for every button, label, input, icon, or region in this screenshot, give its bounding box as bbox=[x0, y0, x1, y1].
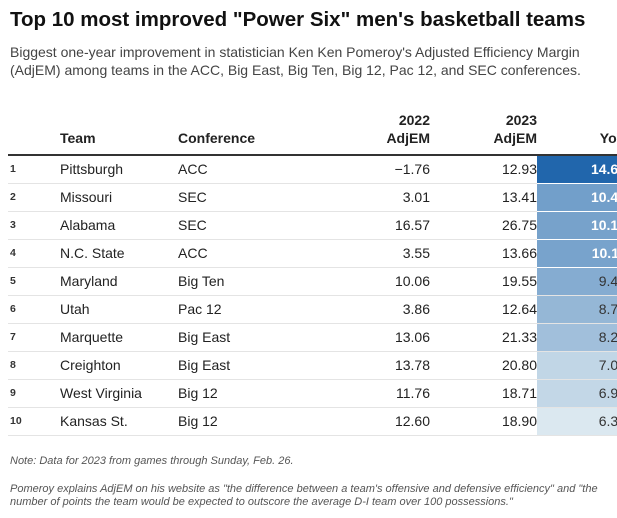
chart-title: Top 10 most improved "Power Six" men's b… bbox=[10, 8, 586, 31]
team-header[interactable]: Team bbox=[38, 104, 178, 156]
conference-cell: Big East bbox=[178, 323, 318, 352]
adjem-2023-header-metric: AdjEM bbox=[493, 130, 537, 146]
conference-header[interactable]: Conference bbox=[178, 104, 318, 156]
rank-cell: 2 bbox=[8, 183, 38, 212]
conference-cell: Big Ten bbox=[178, 267, 318, 296]
yoy-cell: 10.11 bbox=[537, 239, 617, 268]
yoy-header[interactable]: YoY bbox=[537, 104, 617, 156]
rank-header bbox=[8, 104, 38, 156]
conference-cell: ACC bbox=[178, 155, 318, 184]
improvement-table: Team Conference 2022 AdjEM 2023 AdjEM Yo… bbox=[8, 104, 617, 436]
methodology-note: Pomeroy explains AdjEM on his website as… bbox=[10, 483, 598, 508]
rank-cell: 4 bbox=[8, 239, 38, 268]
yoy-cell: 10.40 bbox=[537, 183, 617, 212]
yoy-cell: 9.49 bbox=[537, 267, 617, 296]
adjem-2022-header-metric: AdjEM bbox=[386, 130, 430, 146]
team-cell: Marquette bbox=[38, 323, 178, 352]
rank-cell: 10 bbox=[8, 407, 38, 436]
yoy-cell: 14.69 bbox=[537, 155, 617, 184]
adjem-2022-cell: 16.57 bbox=[318, 211, 430, 240]
team-cell: West Virginia bbox=[38, 379, 178, 408]
adjem-2023-cell: 12.64 bbox=[430, 295, 537, 324]
adjem-2022-cell: 3.55 bbox=[318, 239, 430, 268]
team-cell: Maryland bbox=[38, 267, 178, 296]
team-cell: Alabama bbox=[38, 211, 178, 240]
adjem-2023-cell: 13.41 bbox=[430, 183, 537, 212]
rank-cell: 6 bbox=[8, 295, 38, 324]
adjem-2023-cell: 21.33 bbox=[430, 323, 537, 352]
table-body: 1PittsburghACC−1.7612.9314.692MissouriSE… bbox=[8, 155, 617, 436]
team-cell: Utah bbox=[38, 295, 178, 324]
adjem-2023-cell: 12.93 bbox=[430, 155, 537, 184]
rank-cell: 5 bbox=[8, 267, 38, 296]
conference-cell: Big 12 bbox=[178, 407, 318, 436]
table-header-row: Team Conference 2022 AdjEM 2023 AdjEM Yo… bbox=[8, 104, 617, 156]
yoy-cell: 6.95 bbox=[537, 379, 617, 408]
adjem-2022-cell: 12.60 bbox=[318, 407, 430, 436]
conference-cell: SEC bbox=[178, 183, 318, 212]
rank-cell: 9 bbox=[8, 379, 38, 408]
footnote: Note: Data for 2023 from games through S… bbox=[10, 455, 294, 467]
team-cell: Pittsburgh bbox=[38, 155, 178, 184]
adjem-2023-cell: 26.75 bbox=[430, 211, 537, 240]
adjem-2023-header[interactable]: 2023 AdjEM bbox=[430, 104, 537, 156]
rank-cell: 3 bbox=[8, 211, 38, 240]
adjem-2023-header-year: 2023 bbox=[505, 112, 537, 128]
team-cell: Kansas St. bbox=[38, 407, 178, 436]
rank-cell: 1 bbox=[8, 155, 38, 184]
adjem-2023-cell: 13.66 bbox=[430, 239, 537, 268]
yoy-cell: 7.02 bbox=[537, 351, 617, 380]
adjem-2022-cell: 3.01 bbox=[318, 183, 430, 212]
team-cell: N.C. State bbox=[38, 239, 178, 268]
yoy-cell: 6.30 bbox=[537, 407, 617, 436]
adjem-2022-cell: −1.76 bbox=[318, 155, 430, 184]
rank-cell: 8 bbox=[8, 351, 38, 380]
adjem-2023-cell: 18.90 bbox=[430, 407, 537, 436]
adjem-2022-cell: 13.06 bbox=[318, 323, 430, 352]
adjem-2022-header-year: 2022 bbox=[398, 112, 430, 128]
conference-cell: ACC bbox=[178, 239, 318, 268]
chart-subtitle: Biggest one-year improvement in statisti… bbox=[10, 44, 581, 78]
adjem-2023-cell: 20.80 bbox=[430, 351, 537, 380]
adjem-2022-cell: 13.78 bbox=[318, 351, 430, 380]
conference-cell: Big East bbox=[178, 351, 318, 380]
adjem-2022-cell: 11.76 bbox=[318, 379, 430, 408]
rank-cell: 7 bbox=[8, 323, 38, 352]
yoy-cell: 8.27 bbox=[537, 323, 617, 352]
adjem-2022-header[interactable]: 2022 AdjEM bbox=[318, 104, 430, 156]
team-cell: Creighton bbox=[38, 351, 178, 380]
yoy-cell: 10.18 bbox=[537, 211, 617, 240]
conference-cell: Pac 12 bbox=[178, 295, 318, 324]
adjem-2022-cell: 10.06 bbox=[318, 267, 430, 296]
conference-cell: Big 12 bbox=[178, 379, 318, 408]
conference-cell: SEC bbox=[178, 211, 318, 240]
team-cell: Missouri bbox=[38, 183, 178, 212]
adjem-2023-cell: 19.55 bbox=[430, 267, 537, 296]
adjem-2022-cell: 3.86 bbox=[318, 295, 430, 324]
adjem-2023-cell: 18.71 bbox=[430, 379, 537, 408]
yoy-cell: 8.78 bbox=[537, 295, 617, 324]
